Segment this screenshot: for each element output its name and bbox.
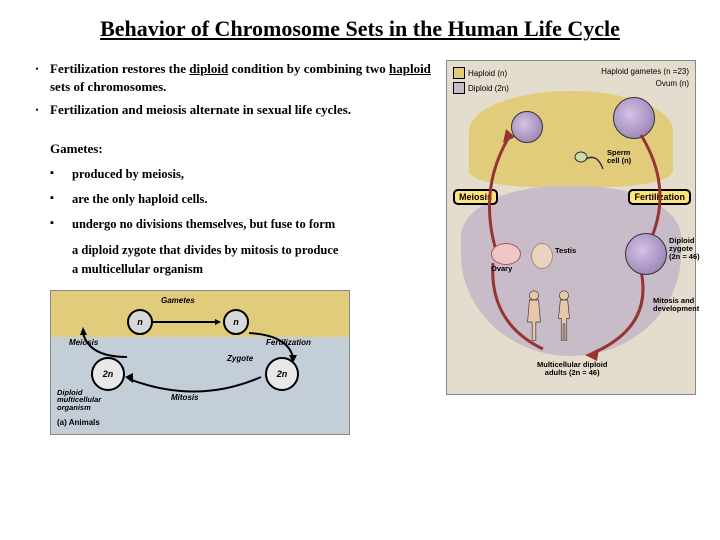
square-1: ▪ produced by meiosis,	[50, 165, 432, 184]
zygote-label: Zygote	[227, 355, 253, 363]
bullet-dot-icon: •	[24, 101, 50, 119]
swatch-diploid	[453, 82, 465, 94]
female-human-icon	[523, 289, 545, 344]
mitosis-label: Mitosis	[171, 394, 199, 402]
square-2-text: are the only haploid cells.	[72, 190, 208, 209]
ovary-label: Ovary	[491, 265, 512, 273]
diploid-org-label: Diploid multicellular organism	[57, 389, 101, 413]
2n-circle-right: 2n	[265, 357, 299, 391]
n-circle-right: n	[223, 309, 249, 335]
legend-diploid: Diploid (2n)	[468, 84, 509, 93]
gametes-heading: Gametes:	[50, 141, 432, 157]
diagram-animals-cycle: Gametes n n Meiosis Fertilization 2n 2n …	[50, 290, 350, 435]
continuation-1: a diploid zygote that divides by mitosis…	[72, 241, 432, 260]
square-bullet-icon: ▪	[50, 190, 72, 209]
zygote-cell-icon	[625, 233, 667, 275]
bullet-2: • Fertilization and meiosis alternate in…	[24, 101, 432, 119]
left-column: • Fertilization restores the diploid con…	[24, 60, 436, 435]
arrow-gametes	[151, 319, 221, 325]
bullet-1-mid: condition by combining two	[228, 61, 389, 76]
2n-circle-left: 2n	[91, 357, 125, 391]
bullet-1-u2: haploid	[389, 61, 431, 76]
bullet-dot-icon: •	[24, 60, 50, 95]
square-3: ▪ undergo no divisions themselves, but f…	[50, 215, 432, 234]
arrow-fertilization	[247, 329, 297, 361]
bullet-2-text: Fertilization and meiosis alternate in s…	[50, 101, 351, 119]
n-circle-left: n	[127, 309, 153, 335]
testis-icon	[531, 243, 553, 269]
ovary-icon	[491, 243, 521, 265]
diagram-human-cycle: Haploid (n) Diploid (2n) Haploid gametes…	[446, 60, 696, 395]
square-1-text: produced by meiosis,	[72, 165, 184, 184]
zygote-label: Diploid zygote (2n = 46)	[669, 237, 700, 261]
bullet-1-text: Fertilization restores the diploid condi…	[50, 60, 432, 95]
legend-ovum: Ovum (n)	[656, 79, 689, 88]
content-row: • Fertilization restores the diploid con…	[24, 60, 696, 435]
square-2: ▪ are the only haploid cells.	[50, 190, 432, 209]
mitosis-label: Mitosis and development	[653, 297, 699, 313]
arrow-meiosis	[79, 329, 129, 361]
bullet-1-suffix: sets of chromosomes.	[50, 79, 166, 94]
square-bullet-icon: ▪	[50, 215, 72, 234]
legend-haploid: Haploid (n)	[468, 69, 507, 78]
legend-gametes: Haploid gametes (n =23)	[601, 67, 689, 76]
gametes-label: Gametes	[161, 297, 195, 305]
testis-label: Testis	[555, 247, 576, 255]
right-column: Haploid (n) Diploid (2n) Haploid gametes…	[446, 60, 696, 435]
bullet-1: • Fertilization restores the diploid con…	[24, 60, 432, 95]
caption-a: (a) Animals	[57, 419, 100, 427]
square-3-text: undergo no divisions themselves, but fus…	[72, 215, 335, 234]
swatch-haploid	[453, 67, 465, 79]
bullet-1-u1: diploid	[189, 61, 228, 76]
page-title: Behavior of Chromosome Sets in the Human…	[24, 16, 696, 42]
male-human-icon	[553, 289, 575, 344]
continuation-2: a multicellular organism	[72, 260, 432, 279]
bullet-1-prefix: Fertilization restores the	[50, 61, 189, 76]
square-bullet-icon: ▪	[50, 165, 72, 184]
adults-label: Multicellular diploid adults (2n = 46)	[537, 361, 607, 377]
